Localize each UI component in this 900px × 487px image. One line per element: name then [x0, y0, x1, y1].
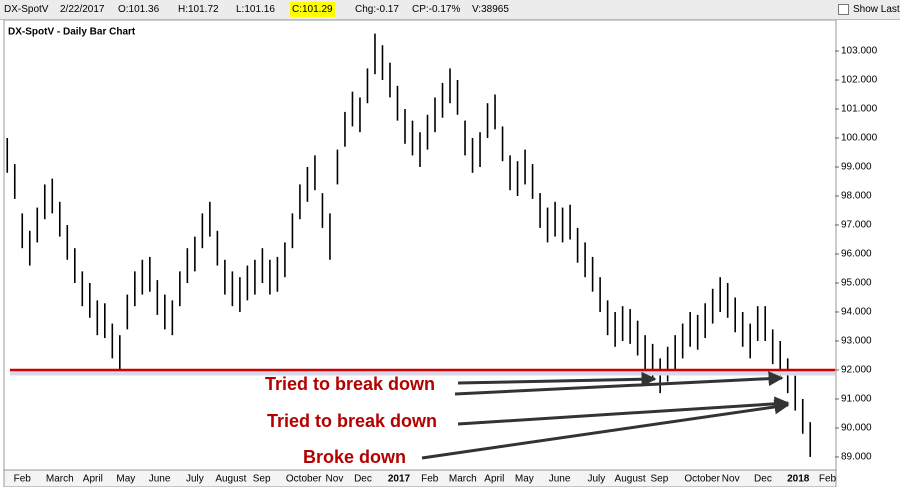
- close: C:101.29: [290, 2, 335, 17]
- header-bar: DX-SpotV 2/22/2017 O:101.36 H:101.72 L:1…: [0, 0, 900, 20]
- y-tick-label: 92.000: [841, 365, 872, 376]
- x-tick-label: Feb: [819, 474, 837, 485]
- x-tick-label: Sep: [253, 474, 271, 485]
- y-tick-label: 103.000: [841, 46, 878, 57]
- x-tick-label: March: [449, 474, 477, 485]
- arrows: [421, 371, 790, 460]
- open: O:101.36: [118, 4, 160, 15]
- high: H:101.72: [178, 4, 219, 15]
- x-tick-label: June: [549, 474, 571, 485]
- date: 2/22/2017: [60, 4, 105, 15]
- y-tick-label: 101.000: [841, 104, 878, 115]
- x-tick-label: April: [83, 474, 103, 485]
- x-tick-label: July: [587, 474, 605, 485]
- x-tick-label: Dec: [354, 474, 372, 485]
- x-tick-label: June: [149, 474, 171, 485]
- y-tick-label: 91.000: [841, 394, 872, 405]
- x-tick-label: October: [286, 474, 322, 485]
- x-tick-label: 2018: [787, 474, 810, 485]
- plot-frame: [3, 20, 837, 471]
- chart-title: DX-SpotV - Daily Bar Chart: [8, 27, 136, 38]
- x-tick-label: Feb: [14, 474, 32, 485]
- y-tick-label: 95.000: [841, 278, 872, 289]
- annotation: Broke down: [303, 447, 406, 467]
- y-tick-label: 93.000: [841, 336, 872, 347]
- y-tick-label: 90.000: [841, 423, 872, 434]
- volume: V:38965: [472, 4, 509, 15]
- x-tick-label: July: [186, 474, 204, 485]
- y-tick-label: 99.000: [841, 162, 872, 173]
- y-tick-label: 97.000: [841, 220, 872, 231]
- annotation: Tried to break down: [265, 374, 435, 394]
- x-tick-label: May: [515, 474, 534, 485]
- x-tick-label: Feb: [421, 474, 439, 485]
- x-tick-label: April: [484, 474, 504, 485]
- y-tick-label: 98.000: [841, 191, 872, 202]
- x-tick-label: Sep: [650, 474, 668, 485]
- y-tick-label: 96.000: [841, 249, 872, 260]
- y-tick-label: 100.000: [841, 133, 878, 144]
- x-tick-label: August: [215, 474, 246, 485]
- annotation: Tried to break down: [267, 411, 437, 431]
- symbol: DX-SpotV: [4, 4, 49, 15]
- change: Chg:-0.17: [355, 4, 399, 15]
- y-tick-label: 102.000: [841, 75, 878, 86]
- y-tick-label: 89.000: [841, 452, 872, 463]
- x-tick-label: August: [615, 474, 646, 485]
- change-percent: CP:-0.17%: [412, 4, 461, 15]
- show-last-label[interactable]: Show Last: [853, 4, 900, 15]
- x-tick-label: 2017: [388, 474, 411, 485]
- x-tick-label: October: [684, 474, 720, 485]
- chart: DX-SpotV - Daily Bar Chart Tried to brea…: [3, 20, 878, 487]
- low: L:101.16: [236, 4, 275, 15]
- x-tick-label: Nov: [326, 474, 344, 485]
- x-tick-label: May: [116, 474, 135, 485]
- x-tick-label: Nov: [722, 474, 740, 485]
- x-axis-strip: [3, 469, 837, 487]
- y-tick-label: 94.000: [841, 307, 872, 318]
- x-tick-label: Dec: [754, 474, 772, 485]
- checkbox[interactable]: [838, 4, 849, 15]
- x-tick-label: March: [46, 474, 74, 485]
